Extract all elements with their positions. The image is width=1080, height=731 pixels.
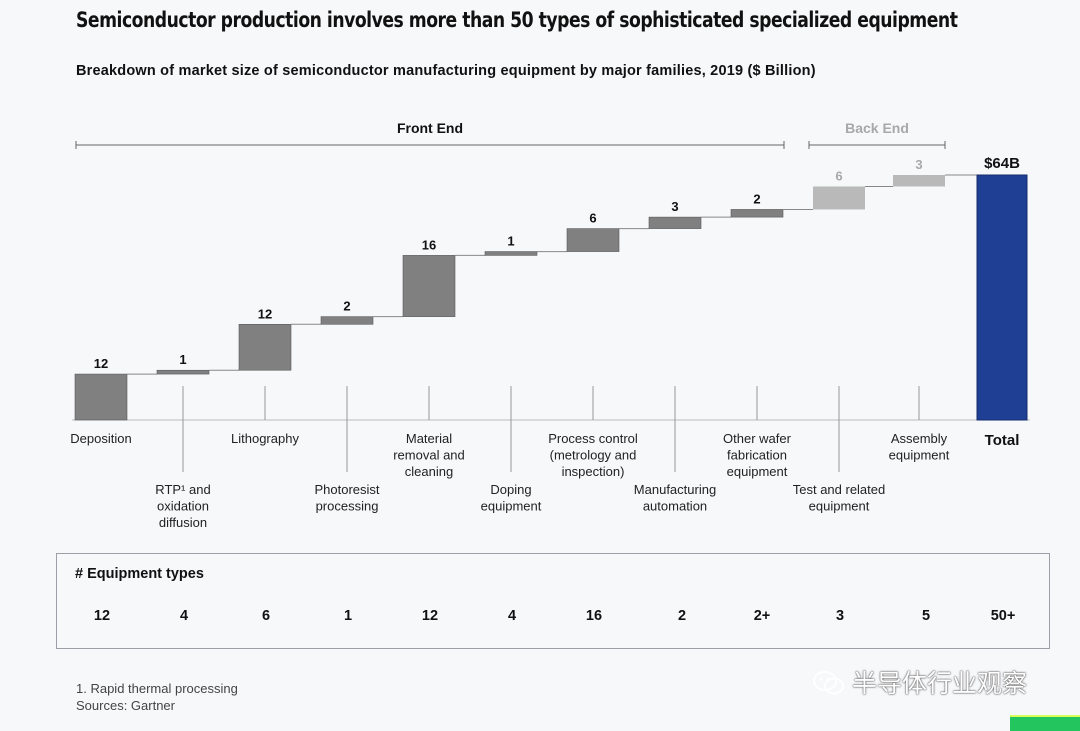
category-label-7-0: Manufacturing — [634, 482, 716, 497]
footnotes: 1. Rapid thermal processing Sources: Gar… — [76, 680, 238, 714]
value-label-6: 6 — [589, 211, 596, 226]
watermark-text: 半导体行业观察 — [852, 669, 1028, 698]
category-label-3-1: processing — [316, 499, 379, 514]
bar-9 — [813, 186, 865, 210]
footnote-sources: Sources: Gartner — [76, 698, 175, 713]
equipment-type-count: 4 — [179, 608, 189, 624]
category-label-5-0: Doping — [490, 482, 531, 497]
category-label-1-1: oxidation — [157, 499, 209, 514]
bar-10 — [893, 175, 945, 187]
value-label-8: 2 — [753, 191, 760, 206]
category-label-3-0: Photoresist — [314, 482, 379, 497]
category-label-6-1: (metrology and — [550, 448, 637, 463]
footnote-rtp: 1. Rapid thermal processing — [76, 681, 238, 696]
category-label-4-2: cleaning — [405, 464, 453, 479]
equipment-type-count: 1 — [343, 608, 353, 624]
value-label-3: 2 — [343, 299, 350, 314]
category-label-2-0: Lithography — [231, 431, 299, 446]
equipment-type-count: 12 — [93, 608, 111, 624]
category-label-6-0: Process control — [548, 431, 638, 446]
category-label-8-2: equipment — [727, 464, 788, 479]
equipment-type-count: 4 — [507, 608, 517, 624]
bar-1 — [156, 369, 210, 375]
value-label-1: 1 — [179, 352, 186, 367]
equipment-type-count: 50+ — [990, 608, 1016, 624]
value-label-2: 12 — [258, 306, 272, 321]
category-label-9-1: equipment — [809, 499, 870, 514]
category-label-10-1: equipment — [889, 448, 950, 463]
value-label-4: 16 — [422, 237, 436, 252]
equipment-type-count: 5 — [921, 608, 931, 624]
category-label-9-0: Test and related — [793, 482, 886, 497]
category-label-1-0: RTP¹ and — [155, 482, 210, 497]
bar-3 — [320, 316, 374, 325]
bar-4 — [402, 255, 456, 317]
equipment-type-count: 16 — [585, 608, 603, 624]
equipment-type-count: 3 — [835, 608, 845, 624]
watermark: 半导体行业观察 — [812, 664, 1027, 700]
category-label-4-0: Material — [406, 431, 452, 446]
bar-7 — [648, 216, 702, 229]
category-label-5-1: equipment — [481, 499, 542, 514]
value-label-9: 6 — [835, 168, 842, 183]
category-label-7-1: automation — [643, 499, 707, 514]
value-label-5: 1 — [507, 234, 514, 249]
category-label-8-0: Other wafer — [723, 431, 792, 446]
value-label-0: 12 — [94, 356, 108, 371]
category-label-0-0: Deposition — [70, 431, 131, 446]
value-label-7: 3 — [671, 199, 678, 214]
total-bar — [976, 174, 1028, 421]
bar-5 — [484, 251, 538, 256]
equipment-types-title: # Equipment types — [75, 566, 204, 582]
bar-6 — [566, 228, 620, 252]
category-label-8-1: fabrication — [727, 448, 787, 463]
category-label-10-0: Assembly — [891, 431, 948, 446]
equipment-types-panel: # Equipment types 12 4 6 1 12 4 16 2 2+ 3 5 50+ — [56, 553, 1050, 649]
back-end-label: Back End — [845, 120, 909, 136]
bar-0 — [74, 373, 128, 421]
category-label-1-2: diffusion — [159, 515, 207, 530]
equipment-type-count: 12 — [421, 608, 439, 624]
corner-decoration — [1010, 715, 1080, 731]
category-label-4-1: removal and — [393, 448, 465, 463]
bar-2 — [238, 323, 292, 371]
bar-8 — [730, 209, 784, 218]
total-value-label: $64B — [984, 155, 1020, 172]
equipment-type-count: 2 — [677, 608, 687, 624]
chart-title: Semiconductor production involves more t… — [76, 8, 958, 32]
value-label-10: 3 — [915, 157, 922, 172]
front-end-label: Front End — [397, 120, 463, 136]
total-category-label: Total — [985, 432, 1020, 449]
equipment-type-count: 6 — [261, 608, 271, 624]
wechat-icon — [813, 671, 844, 695]
chart-subtitle: Breakdown of market size of semiconducto… — [76, 63, 816, 79]
category-label-6-2: inspection) — [562, 464, 625, 479]
section-brackets: Front End Back End — [75, 120, 946, 149]
equipment-type-count: 2+ — [753, 608, 771, 624]
